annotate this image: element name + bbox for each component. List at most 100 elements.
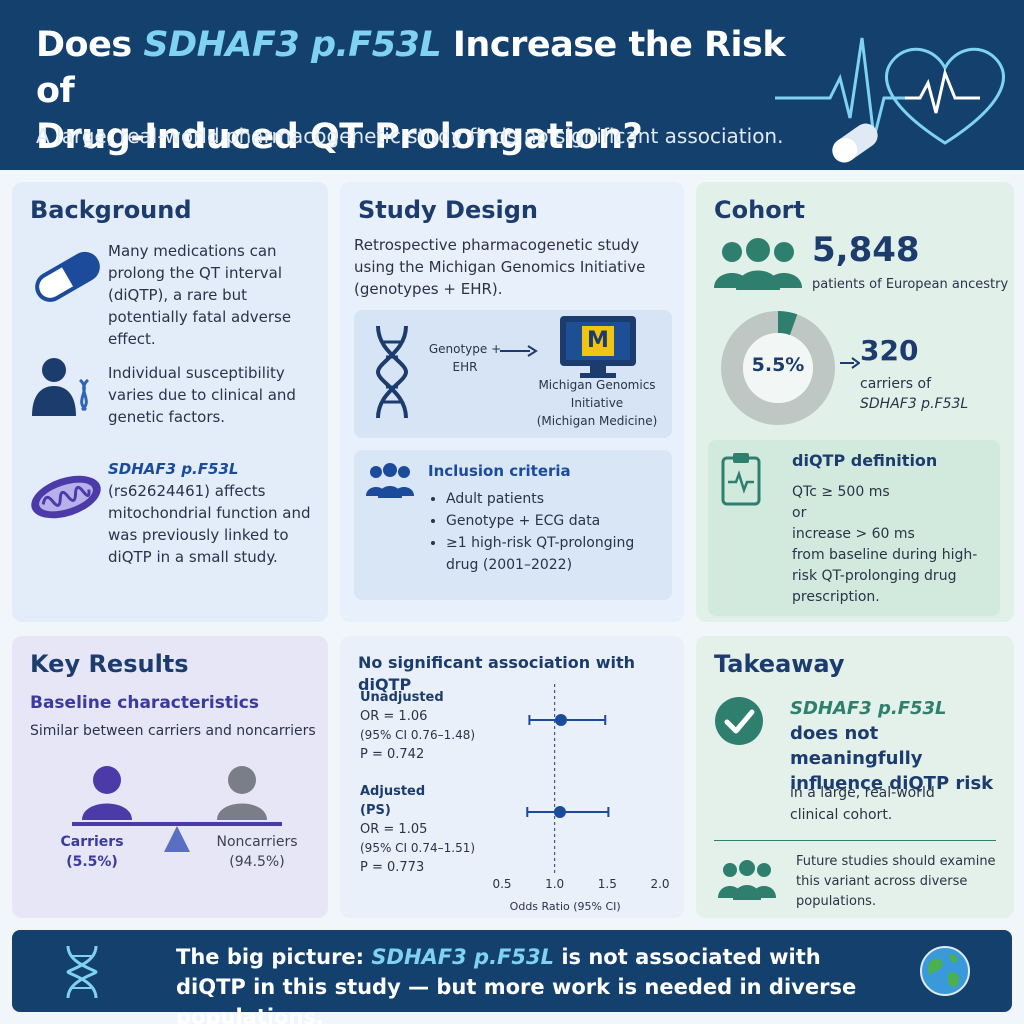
clipboard-ecg-icon	[721, 453, 761, 506]
definition-line: or	[792, 505, 807, 521]
unadjusted-or: OR = 1.06	[360, 709, 428, 724]
balance-scale-icon	[72, 766, 282, 852]
baseline-title: Baseline characteristics	[30, 693, 260, 713]
unadjusted-ci: (95% CI 0.76–1.48)	[360, 728, 476, 742]
adjusted-or: OR = 1.05	[360, 822, 428, 837]
footer-pre: The big picture:	[176, 945, 372, 969]
mgi-affiliation: (Michigan Medicine)	[536, 414, 658, 428]
x-axis-label: Odds Ratio (95% CI)	[510, 900, 621, 913]
or-point	[554, 714, 567, 726]
definition-line: from baseline during high-risk QT-prolon…	[792, 547, 978, 605]
footer-post: is not associated with diQTP in this stu…	[176, 945, 857, 1024]
background-text-3: SDHAF3 p.F53L (rs62624461) affects mitoc…	[108, 458, 322, 568]
study-design-heading: Study Design	[358, 196, 538, 224]
study-design-intro: Retrospective pharmacogenetic study usin…	[354, 236, 646, 298]
x-tick-label: 0.5	[492, 877, 511, 891]
study-flow-box: Genotype + EHR M Michigan Genomics Initi…	[354, 310, 672, 438]
header-banner: Does SDHAF3 p.F53L Increase the Risk of …	[0, 0, 1024, 170]
mitochondria-icon	[31, 475, 101, 519]
diqtp-definition-text: QTc ≥ 500 ms or increase > 60 ms from ba…	[792, 482, 992, 608]
inclusion-list: Adult patients Genotype + ECG data ≥1 hi…	[446, 488, 668, 576]
definition-line: increase > 60 ms	[792, 526, 915, 542]
footer-banner: The big picture: SDHAF3 p.F53L is not as…	[12, 930, 1012, 1024]
cohort-card: Cohort 5,848 patients of European ancest…	[696, 182, 1014, 622]
adjusted-stats: Adjusted (PS) OR = 1.05 (95% CI 0.74–1.5…	[360, 782, 510, 877]
noncarriers-pct: (94.5%)	[229, 854, 285, 870]
background-text-1: Many medications can prolong the QT inte…	[108, 242, 292, 348]
cohort-total: 5,848	[812, 230, 920, 270]
footer-text: The big picture: SDHAF3 p.F53L is not as…	[176, 942, 896, 1024]
page-subtitle: A large, real-world pharmacogenetic stud…	[36, 124, 784, 148]
background-text-2: Individual susceptibility varies due to …	[108, 364, 296, 426]
unadjusted-p: P = 0.742	[360, 747, 425, 762]
diqtp-definition-title: diQTP definition	[792, 451, 938, 470]
x-tick-label: 1.5	[598, 877, 617, 891]
arrow-right-icon	[840, 357, 860, 369]
inclusion-item: Adult patients	[446, 488, 668, 510]
unadjusted-stats: Unadjusted OR = 1.06 (95% CI 0.76–1.48) …	[360, 688, 510, 764]
carriers-group: Carriers (5.5%)	[42, 832, 142, 872]
background-gene: SDHAF3 p.F53L	[108, 460, 239, 478]
x-tick-label: 1.0	[545, 877, 564, 891]
takeaway-card: Takeaway SDHAF3 p.F53L does not meaningf…	[696, 636, 1014, 918]
takeaway-divider	[714, 840, 996, 841]
takeaway-heading: Takeaway	[714, 650, 845, 678]
noncarriers-group: Noncarriers (94.5%)	[202, 832, 312, 872]
patients-group-icon	[714, 238, 802, 290]
capsule-icon	[35, 251, 100, 302]
inclusion-item: Genotype + ECG data	[446, 510, 668, 532]
takeaway-main: SDHAF3 p.F53L does not meaningfully infl…	[790, 696, 1004, 796]
cohort-total-label: patients of European ancestry	[812, 277, 1009, 292]
inclusion-title: Inclusion criteria	[428, 462, 571, 480]
heart-ecg-icon	[775, 37, 1005, 163]
title-mid: Increase the Risk of	[36, 25, 786, 111]
adjusted-ci: (95% CI 0.74–1.51)	[360, 841, 476, 855]
flow-genotype-label: Genotype + EHR	[428, 342, 502, 374]
unadjusted-title: Unadjusted	[360, 690, 444, 705]
carriers-label-text: carriers of	[860, 376, 932, 392]
takeaway-sub: in a large, real-world clinical cohort.	[790, 785, 935, 823]
adjusted-sub: (PS)	[360, 803, 391, 818]
key-results-card: Key Results Baseline characteristics Sim…	[12, 636, 328, 918]
page-title: Does SDHAF3 p.F53L Increase the Risk of …	[36, 22, 796, 160]
adjusted-title: Adjusted	[360, 784, 426, 799]
x-tick-label: 2.0	[650, 877, 669, 891]
takeaway-future: Future studies should examine this varia…	[796, 854, 996, 909]
flow-mgi-label: Michigan Genomics Initiative (Michigan M…	[524, 376, 670, 430]
dna-icon	[66, 945, 98, 999]
carriers-pct: (5.5%)	[66, 854, 118, 870]
noncarriers-label: Noncarriers	[216, 834, 298, 850]
people-group-icon	[718, 860, 776, 900]
michigan-logo: M	[582, 326, 614, 356]
takeaway-gene: SDHAF3 p.F53L	[790, 698, 947, 719]
forest-plot: 0.5 1.0 1.5 2.0 Odds Ratio (95% CI)	[492, 684, 670, 913]
key-results-heading: Key Results	[30, 650, 189, 678]
person-dna-icon	[32, 358, 90, 416]
globe-icon	[920, 946, 970, 996]
monitor-icon: M	[560, 316, 636, 378]
inclusion-item: ≥1 high-risk QT-prolonging drug (2001–20…	[446, 532, 668, 576]
background-heading: Background	[30, 196, 192, 224]
carriers-gene: SDHAF3 p.F53L	[860, 396, 969, 412]
title-gene: SDHAF3 p.F53L	[143, 25, 442, 65]
check-circle-icon	[715, 697, 763, 745]
or-point	[553, 806, 566, 818]
group-icon	[366, 463, 414, 498]
dna-icon	[375, 325, 409, 419]
takeaway-statement: does not meaningfully influence diQTP ri…	[790, 723, 994, 794]
baseline-desc: Similar between carriers and noncarriers	[30, 723, 316, 739]
adjusted-p: P = 0.773	[360, 860, 425, 875]
title-prefix: Does	[36, 25, 144, 65]
background-card: Background Many medications can prolong …	[12, 182, 328, 622]
forest-heading: No significant association with diQTP	[358, 653, 636, 694]
carriers-label: Carriers	[60, 834, 124, 850]
carriers-label: carriers of SDHAF3 p.F53L	[860, 374, 1000, 414]
inclusion-box: Inclusion criteria Adult patients Genoty…	[354, 450, 672, 600]
background-text-3-body: (rs62624461) affects mitochondrial funct…	[108, 482, 311, 566]
arrow-right-icon	[500, 345, 538, 357]
study-design-card: Study Design Retrospective pharmacogenet…	[340, 182, 684, 622]
cohort-heading: Cohort	[714, 196, 805, 224]
forest-plot-card: No significant association with diQTP Un…	[340, 636, 684, 918]
diqtp-definition-box: diQTP definition QTc ≥ 500 ms or increas…	[708, 440, 1000, 616]
title-line2: Drug-Induced QT Prolongation?	[36, 117, 643, 157]
